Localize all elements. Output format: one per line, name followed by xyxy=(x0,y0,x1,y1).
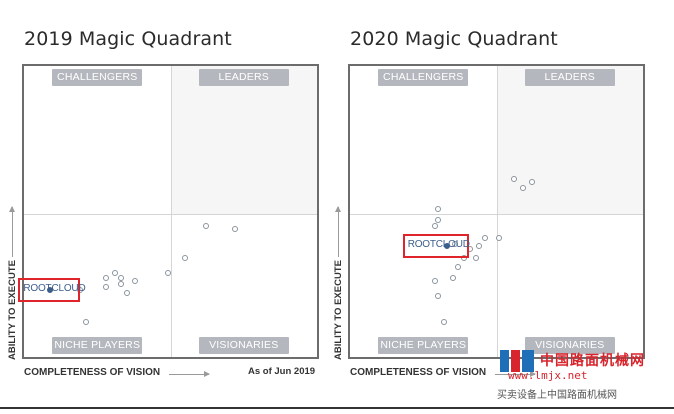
vendor-point xyxy=(511,176,518,183)
x-axis-label-2020: COMPLETENESS OF VISION xyxy=(350,367,487,378)
quadrant-label-leaders: LEADERS xyxy=(524,69,615,86)
x-axis-label-2019: COMPLETENESS OF VISION xyxy=(24,367,161,378)
watermark-tagline: 买卖设备上中国路面机械网 xyxy=(497,390,617,401)
x-axis-arrow-2019 xyxy=(169,371,210,377)
vendor-point xyxy=(82,319,89,326)
vendor-point-highlighted xyxy=(47,287,54,294)
as-of-date: As of Jun 2019 xyxy=(248,366,316,377)
quadrant-label-challengers: CHALLENGERS xyxy=(378,69,469,86)
chart-title-2020: 2020 Magic Quadrant xyxy=(350,28,558,50)
bottom-divider xyxy=(0,407,674,409)
quadrant-label-challengers: CHALLENGERS xyxy=(52,69,143,86)
quadrant-divider-horizontal xyxy=(350,214,643,216)
x-axis-arrow-2020 xyxy=(495,371,536,377)
y-axis-arrow-2019 xyxy=(9,206,15,257)
vendor-point xyxy=(103,275,110,282)
vendor-point-highlighted xyxy=(443,243,450,250)
vendor-point xyxy=(431,278,438,285)
chart-title-2019: 2019 Magic Quadrant xyxy=(24,28,232,50)
vendor-point xyxy=(455,263,462,270)
vendor-point xyxy=(496,234,503,241)
leaders-quadrant-shade xyxy=(171,66,317,215)
vendor-point xyxy=(475,243,482,250)
vendor-point xyxy=(103,284,110,291)
vendor-point xyxy=(132,278,139,285)
vendor-point xyxy=(111,269,118,276)
vendor-point xyxy=(202,223,209,230)
quadrant-label-niche-players: NICHE PLAYERS xyxy=(378,337,469,354)
vendor-point xyxy=(440,319,447,326)
vendor-point xyxy=(182,255,189,262)
vendor-point xyxy=(452,240,459,247)
vendor-point xyxy=(117,275,124,282)
vendor-point xyxy=(231,225,238,232)
quadrant-plot-2020: CHALLENGERS LEADERS NICHE PLAYERS VISIONARI… xyxy=(348,64,645,359)
quadrant-label-leaders: LEADERS xyxy=(198,69,289,86)
cmw-logo-icon xyxy=(500,350,534,372)
quadrant-divider-vertical xyxy=(496,66,498,357)
y-axis-label-2019: ABILITY TO EXECUTE xyxy=(7,260,18,360)
vendor-point xyxy=(449,275,456,282)
y-axis-label-2020: ABILITY TO EXECUTE xyxy=(333,260,344,360)
watermark-url: www.lmjx.net xyxy=(508,369,588,382)
quadrant-label-niche-players: NICHE PLAYERS xyxy=(52,337,143,354)
vendor-point xyxy=(123,289,130,296)
vendor-point xyxy=(481,234,488,241)
vendor-point xyxy=(164,269,171,276)
vendor-point xyxy=(117,281,124,288)
vendor-point xyxy=(434,205,441,212)
quadrant-label-visionaries: VISIONARIES xyxy=(524,337,615,354)
vendor-point xyxy=(434,292,441,299)
y-axis-arrow-2020 xyxy=(335,206,341,257)
quadrant-divider-vertical xyxy=(170,66,172,357)
vendor-point xyxy=(431,223,438,230)
leaders-quadrant-shade xyxy=(497,66,643,215)
rootcloud-highlight: ROOTCLOUD xyxy=(18,278,86,303)
quadrant-plot-2019: CHALLENGERS LEADERS NICHE PLAYERS VISIONARI… xyxy=(18,64,319,359)
vendor-point xyxy=(519,185,526,192)
watermark-main-text: 中国路面机械网 xyxy=(540,352,645,368)
vendor-point xyxy=(528,179,535,186)
vendor-point xyxy=(434,217,441,224)
rootcloud-highlight: ROOTCLOUD xyxy=(402,234,470,259)
quadrant-label-visionaries: VISIONARIES xyxy=(198,337,289,354)
quadrant-divider-horizontal xyxy=(24,214,317,216)
vendor-point xyxy=(472,255,479,262)
